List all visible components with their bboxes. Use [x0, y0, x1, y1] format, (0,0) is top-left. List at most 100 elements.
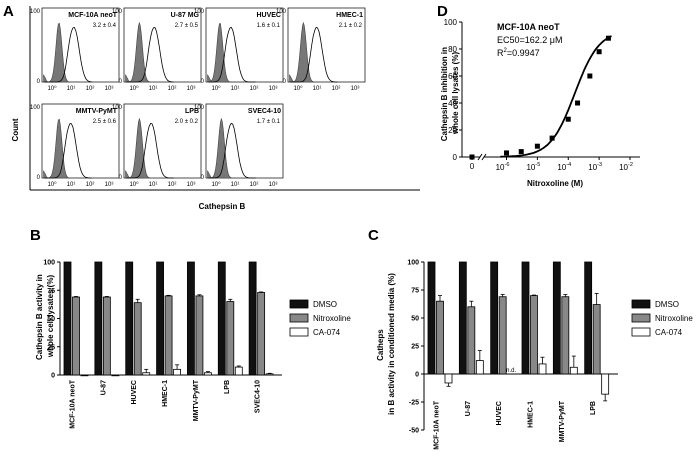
histogram-xtick: 10³	[105, 182, 114, 188]
y-tick-label: 0	[51, 373, 55, 380]
bar	[156, 261, 164, 376]
x-tick-label: 10-3	[588, 162, 602, 172]
category-label: HMEC-1	[162, 380, 169, 407]
histogram-title: SVEC4-10	[248, 108, 281, 115]
histogram-title: LPB	[185, 108, 199, 115]
category-label: LPB	[590, 401, 597, 415]
y-tick-label: 100	[43, 260, 55, 267]
histogram-xtick: 10⁰	[293, 85, 303, 92]
bar	[217, 261, 226, 376]
data-point	[587, 73, 593, 79]
y-tick-label: -50	[409, 428, 419, 435]
histogram-cell: HUVEC 1.6 ± 0.1 100 0 10⁰ 10¹ 10² 10³	[194, 7, 284, 92]
legend-label: DMSO	[313, 300, 337, 309]
histogram-title: HUVEC	[256, 12, 281, 19]
bar	[102, 296, 111, 376]
y-tick-label: 25	[47, 344, 55, 351]
bar	[173, 368, 181, 376]
histogram-xtick: 10¹	[67, 86, 76, 92]
cathepsin-b-histogram	[44, 123, 92, 179]
legend-swatch	[631, 299, 651, 309]
category-label: MMTV-PyMT	[193, 379, 200, 421]
histogram-xtick: 10¹	[149, 86, 158, 92]
y-tick-label: 50	[47, 316, 55, 323]
histogram-xtick: 10³	[187, 182, 196, 188]
control-histogram	[125, 117, 151, 179]
histogram-xtick: 10²	[250, 86, 259, 92]
data-point	[565, 116, 571, 122]
histogram-cell: SVEC4-10 1.7 ± 0.1 100 0 10⁰ 10¹ 10² 10³	[194, 103, 284, 188]
y-tick-label: 40	[448, 99, 457, 108]
panel-d-r2: R2=0.9947	[497, 48, 540, 58]
bar	[601, 373, 610, 395]
bar	[467, 306, 476, 375]
control-histogram	[43, 22, 69, 83]
cathepsin-b-histogram	[208, 26, 256, 83]
histogram-ytick-top: 100	[194, 9, 205, 15]
data-point	[534, 143, 540, 149]
panel-label-b: B	[30, 227, 41, 244]
histogram-title: U-87 MG	[171, 12, 200, 19]
bar	[248, 261, 257, 376]
histogram-ytick-bottom: 0	[283, 79, 287, 85]
histogram-xtick: 10³	[269, 182, 278, 188]
bar	[72, 296, 80, 376]
control-histogram	[207, 117, 233, 179]
histogram-title: MCF-10A neoT	[68, 12, 117, 19]
bar	[530, 295, 538, 375]
panel-b-ylabel: Cathepsin B activity in whole cell lysat…	[35, 272, 55, 360]
bar	[63, 261, 72, 376]
histogram-title: MMTV-PyMT	[76, 108, 118, 115]
histogram-ytick-top: 100	[112, 9, 123, 15]
histogram-ytick-bottom: 0	[119, 175, 123, 181]
histogram-xtick: 10³	[187, 86, 196, 92]
y-tick-label: 0	[415, 372, 419, 379]
panel-c-chart: Catheps in B activity in conditioned med…	[376, 260, 693, 450]
histogram-cell: U-87 MG 2.7 ± 0.5 100 0 10⁰ 10¹ 10² 10³	[112, 7, 202, 92]
histogram-xtick: 10²	[250, 182, 259, 188]
bar	[552, 261, 561, 375]
histogram-xtick: 10¹	[231, 182, 240, 188]
y-tick-label: 25	[411, 344, 419, 351]
histogram-ytick-bottom: 0	[37, 79, 41, 85]
control-histogram	[207, 23, 233, 83]
data-point	[549, 135, 555, 141]
histogram-value: 2.0 ± 0.2	[175, 119, 199, 125]
y-tick-label: 20	[448, 126, 457, 135]
histogram-xtick: 10³	[105, 86, 114, 92]
bar	[584, 261, 593, 375]
histogram-xtick: 10⁰	[129, 85, 139, 92]
bar	[538, 363, 547, 375]
histogram-xtick: 10⁰	[211, 181, 221, 188]
histogram-xtick: 10¹	[149, 182, 158, 188]
bar	[125, 261, 134, 376]
category-label: LPB	[224, 380, 231, 394]
category-label: U-87	[465, 401, 472, 416]
bar	[187, 261, 195, 376]
bar	[195, 295, 204, 376]
legend-swatch	[631, 313, 651, 323]
y-tick-label: 0	[453, 153, 458, 162]
y-tick-label: 75	[47, 288, 55, 295]
histogram-ytick-bottom: 0	[201, 175, 205, 181]
histogram-xtick: 10²	[86, 86, 95, 92]
panel-label-a: A	[3, 3, 14, 20]
bar	[226, 301, 235, 376]
cathepsin-b-histogram	[126, 122, 174, 179]
data-point	[605, 35, 611, 41]
histogram-xtick: 10⁰	[129, 181, 139, 188]
histogram-xtick: 10¹	[67, 182, 76, 188]
fit-curve	[500, 35, 612, 158]
legend-label: Nitroxoline	[655, 314, 693, 323]
panel-a-xlabel: Cathepsin B	[199, 202, 246, 211]
histogram-xtick: 10¹	[313, 86, 322, 92]
y-tick-label: 100	[444, 18, 458, 27]
x-tick-label: 10-2	[619, 162, 633, 172]
histogram-value: 2.1 ± 0.2	[339, 23, 363, 29]
legend-swatch	[289, 313, 309, 323]
histogram-ytick-top: 100	[112, 105, 123, 111]
histogram-xtick: 10⁰	[47, 181, 57, 188]
category-label: SVEC4-10	[255, 380, 262, 413]
bar	[234, 366, 243, 376]
bar	[444, 373, 453, 384]
